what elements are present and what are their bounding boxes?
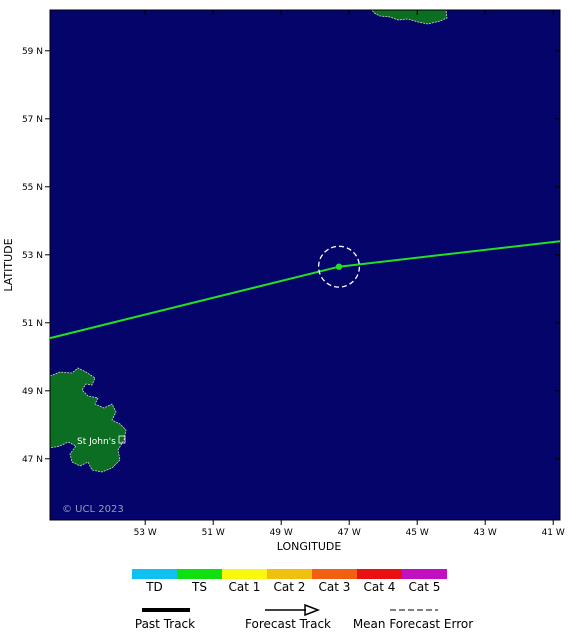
lat-tick-label: 49 N [22,387,43,397]
forecast-track-label: Forecast Track [245,617,331,631]
mean-error-label: Mean Forecast Error [353,617,473,631]
legend-swatch-td [132,569,177,579]
city-marker [118,435,126,444]
lat-tick-label: 59 N [22,47,43,57]
legend-label: Cat 3 [319,580,351,594]
ocean-area [50,10,560,520]
newfoundland [49,367,127,473]
lat-tick-label: 53 N [22,251,43,261]
lat-tick-label: 51 N [22,319,43,329]
lat-tick-label: 57 N [22,115,43,125]
lon-tick-label: 53 W [134,528,157,538]
legend-label: Cat 1 [229,580,261,594]
copyright-label: © UCL 2023 [62,504,124,515]
lat-tick-label: 55 N [22,183,43,193]
map-axes: 53 W 51 W 49 W 47 W 45 W 43 W 41 W 59 N 57 N 55 N… [22,9,565,538]
lon-tick-label: 51 W [202,528,225,538]
legend-swatch-cat-5 [402,569,447,579]
forecast-error-circle [317,245,361,288]
category-legend: TD TS Cat 1 Cat 2 Cat 3 Cat 4 Cat 5 [132,569,447,594]
legend-label: Cat 4 [364,580,396,594]
legend-swatch-cat-3 [312,569,357,579]
legend-label: Cat 5 [409,580,441,594]
lon-tick-label: 45 W [406,528,429,538]
legend-label: TS [191,580,207,594]
lat-tick-label: 47 N [22,455,43,465]
lon-tick-label: 41 W [542,528,565,538]
lon-tick-label: 43 W [474,528,497,538]
map-frame [49,9,561,521]
land-masses [49,9,448,473]
legend-swatch-cat-2 [267,569,312,579]
legend-swatch-ts [177,569,222,579]
legend-label: TD [145,580,163,594]
lon-tick-label: 47 W [338,528,361,538]
forecast-arrow-icon [304,603,321,617]
storm-track-layer [49,240,561,340]
legend-label: Cat 2 [274,580,306,594]
y-axis-title: LATITUDE [2,238,15,291]
city-label: St John's [77,437,116,447]
past-track-label: Past Track [135,617,195,631]
x-axis-title: LONGITUDE [277,540,342,553]
lon-tick-label: 49 W [270,528,293,538]
legend-swatch-cat-1 [222,569,267,579]
greenland-coast [371,9,448,25]
storm-position-marker [335,263,343,270]
legend-swatch-cat-4 [357,569,402,579]
